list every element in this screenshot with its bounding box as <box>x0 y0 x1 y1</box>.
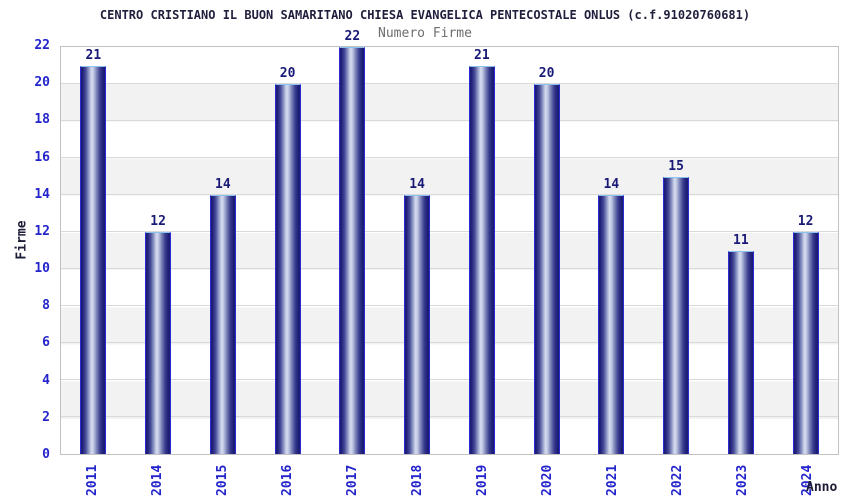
x-tick-label: 2015 <box>215 464 231 496</box>
bar-2016 <box>274 84 301 454</box>
bar-2015 <box>209 195 236 454</box>
bar-value-label: 21 <box>85 47 102 63</box>
bar-value-label: 14 <box>215 177 231 192</box>
gridline <box>61 342 838 343</box>
bar-value-label: 22 <box>344 29 361 44</box>
gridline <box>61 83 838 84</box>
gridline <box>61 157 838 158</box>
bar-2018 <box>404 195 431 454</box>
y-tick-label: 2 <box>42 409 50 425</box>
gridline <box>61 120 838 121</box>
bar-2020 <box>533 84 560 454</box>
x-tick-label: 2019 <box>474 464 490 496</box>
bar-value-label: 15 <box>668 158 684 174</box>
bar-2019 <box>468 65 495 454</box>
y-axis: 0 2 4 6 8 10 12 14 16 18 20 22 <box>0 39 55 462</box>
gridline <box>61 416 838 417</box>
y-tick-label: 14 <box>34 186 50 202</box>
gridline <box>61 268 838 269</box>
x-tick-label: 2020 <box>539 464 555 496</box>
bar-2011 <box>80 65 107 454</box>
y-tick-label: 20 <box>34 75 50 91</box>
bar-value-label: 11 <box>733 232 749 248</box>
x-tick-label: 2023 <box>734 464 750 496</box>
bar-2017 <box>339 47 366 454</box>
bar-value-label: 14 <box>603 177 620 192</box>
bar-value-label: 21 <box>474 47 490 63</box>
x-tick-label: 2011 <box>85 464 101 496</box>
bar-value-label: 12 <box>150 214 166 229</box>
x-tick-label: 2018 <box>410 464 426 496</box>
bar-2024 <box>792 232 819 454</box>
chart-title: CENTRO CRISTIANO IL BUON SAMARITANO CHIE… <box>99 8 751 22</box>
x-tick-label: 2014 <box>150 464 166 496</box>
x-tick-label: 2021 <box>604 464 620 496</box>
y-tick-label: 4 <box>42 372 50 388</box>
x-tick-label: 2017 <box>345 464 361 496</box>
bar-value-label: 20 <box>538 66 555 81</box>
y-tick-label: 10 <box>34 261 50 277</box>
bar-value-label: 20 <box>279 66 296 81</box>
y-axis-title: Firme <box>14 220 30 260</box>
y-tick-label: 12 <box>34 223 50 239</box>
gridline <box>61 231 838 232</box>
y-tick-label: 0 <box>42 447 50 462</box>
gridline <box>61 379 838 380</box>
x-axis-title: Anno <box>806 480 838 495</box>
chart-subtitle: Numero Firme <box>378 26 472 41</box>
y-tick-label: 8 <box>42 298 50 314</box>
bar-2023 <box>727 250 754 454</box>
y-tick-label: 6 <box>42 335 50 351</box>
plot-area: 21 12 14 20 22 14 21 20 14 15 11 12 <box>60 30 839 455</box>
gridline <box>61 305 838 306</box>
x-tick-label: 2016 <box>280 464 296 496</box>
y-tick-label: 16 <box>34 149 50 165</box>
bar-2022 <box>663 176 690 454</box>
x-tick-label: 2022 <box>669 464 685 496</box>
y-tick-label: 18 <box>34 112 50 128</box>
bar-value-label: 14 <box>409 177 425 192</box>
bar-value-label: 12 <box>797 214 814 229</box>
y-tick-label: 22 <box>34 38 50 53</box>
bar-2021 <box>598 195 625 454</box>
gridline <box>61 194 838 195</box>
bar-2014 <box>145 232 172 454</box>
x-axis: 2011 2014 2015 2016 2017 2018 2019 2020 2021 2022… <box>60 455 839 500</box>
